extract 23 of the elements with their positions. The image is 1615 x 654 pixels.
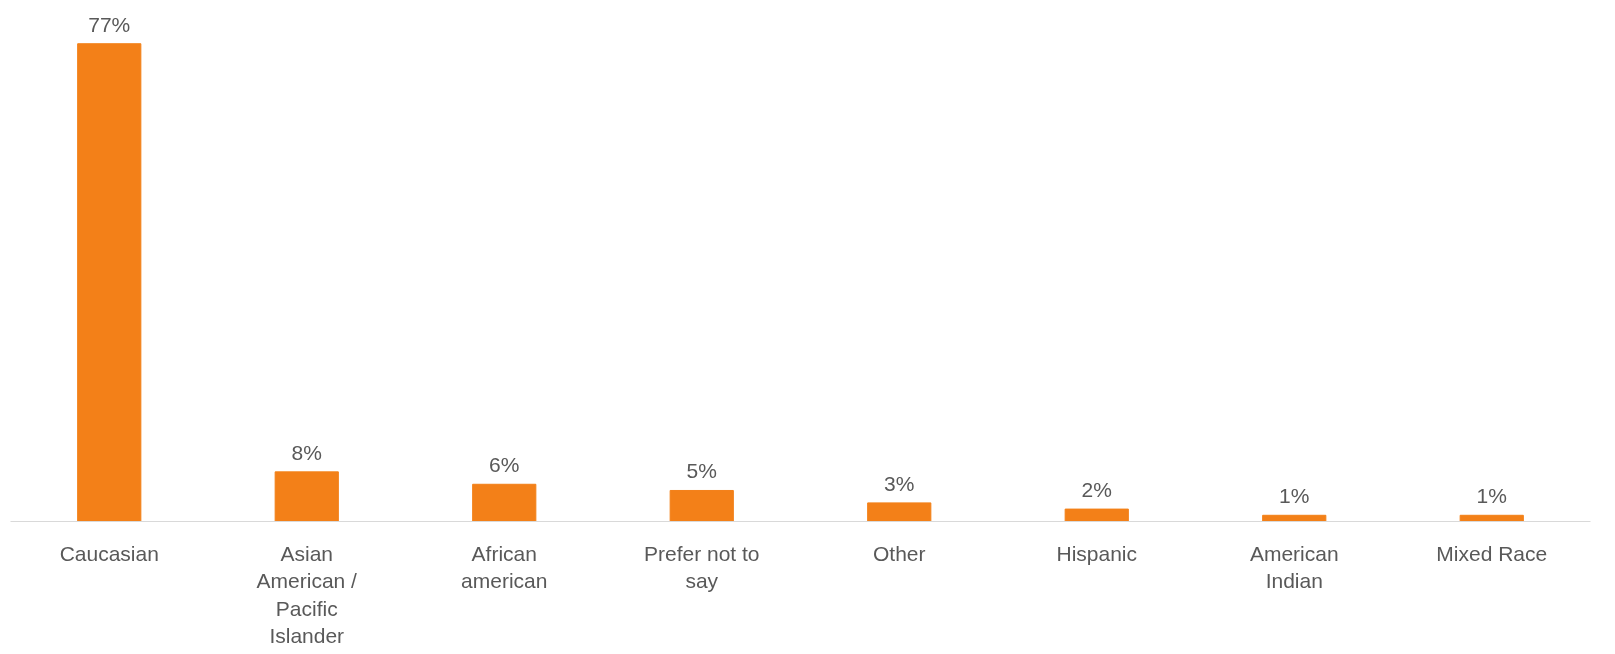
x-tick-label: Other [872, 541, 926, 565]
bar [669, 489, 734, 522]
bar [1262, 514, 1327, 522]
data-label: 2% [1081, 478, 1112, 502]
data-label: 3% [884, 471, 915, 495]
x-tick-label: Asian American / Pacific Islander [256, 541, 358, 648]
x-tick-label: African american [461, 541, 548, 593]
x-tick-label: Caucasian [59, 541, 159, 565]
x-tick-label: Mixed Race [1436, 541, 1548, 565]
bar [77, 43, 142, 522]
bar [472, 483, 537, 522]
bar [274, 471, 339, 522]
bar [867, 502, 932, 522]
data-label: 1% [1476, 484, 1507, 508]
data-label: 5% [686, 459, 717, 483]
data-label: 77% [88, 12, 131, 36]
data-label: 8% [291, 440, 322, 464]
x-tick-label: Hispanic [1056, 541, 1138, 565]
x-tick-label: American Indian [1249, 541, 1339, 593]
x-tick-label: Prefer not to say [643, 541, 760, 593]
data-label: 6% [489, 453, 520, 477]
bar [1064, 508, 1129, 522]
data-label: 1% [1279, 484, 1310, 508]
